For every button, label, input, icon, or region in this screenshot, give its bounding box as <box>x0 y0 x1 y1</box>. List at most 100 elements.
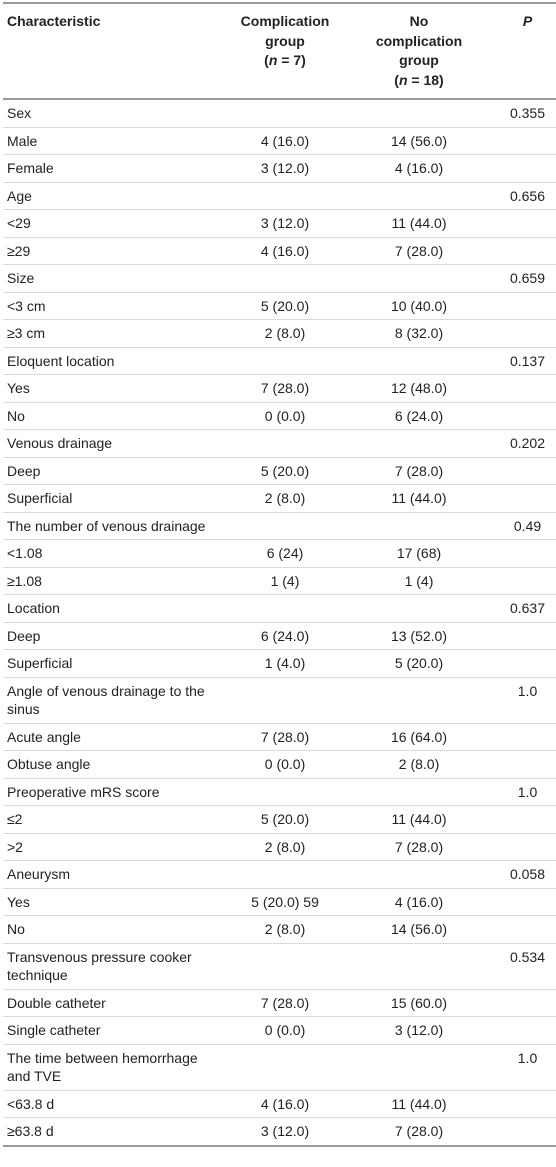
table-cell: Male <box>3 127 218 155</box>
table-cell: 0 (0.0) <box>218 750 352 779</box>
header-cell: Characteristic <box>3 2 218 100</box>
cell-text: 0 (0.0) <box>264 407 306 424</box>
table-cell: 7 (28.0) <box>218 989 352 1017</box>
table-cell <box>218 943 352 990</box>
header-text: P <box>522 13 533 29</box>
cell-text: 2 (8.0) <box>398 756 440 772</box>
table-cell: 0.656 <box>486 182 556 210</box>
table-cell: 17 (68) <box>352 539 486 568</box>
header-wrap: Complication group (n = 7) <box>235 12 335 71</box>
table-cell: 1 (4.0) <box>218 649 352 678</box>
cell-text: 5 (20.0) 59 <box>251 893 319 910</box>
table-cell <box>486 484 556 513</box>
table-cell <box>486 915 556 944</box>
table-cell: 11 (44.0) <box>352 209 486 238</box>
table-cell: No <box>3 402 218 430</box>
table-cell: Transvenous pressure cooker technique <box>3 943 218 990</box>
table-cell: ≥63.8 d <box>3 1117 218 1147</box>
header-text: No complication group <box>375 13 463 68</box>
table-cell: Female <box>3 154 218 183</box>
cell-text: 16 (64.0) <box>390 728 448 745</box>
table-cell <box>218 594 352 623</box>
table-cell: 0.355 <box>486 99 556 128</box>
table-cell: 0 (0.0) <box>218 1016 352 1045</box>
table-cell: 6 (24.0) <box>218 622 352 650</box>
header-cell: Complication group (n = 7) <box>218 2 352 100</box>
table-cell <box>218 182 352 210</box>
cell-text: Female <box>7 160 54 176</box>
table-cell: 14 (56.0) <box>352 127 486 155</box>
cell-text: <63.8 d <box>7 1095 55 1112</box>
table-cell: Acute angle <box>3 723 218 751</box>
table-cell: Yes <box>3 888 218 916</box>
cell-text: 10 (40.0) <box>390 297 448 314</box>
table-row: >2 2 (8.0) 7 (28.0) <box>3 833 556 861</box>
table-cell: Location <box>3 594 218 623</box>
table-row: Single catheter 0 (0.0) 3 (12.0) <box>3 1016 556 1045</box>
table-cell: 3 (12.0) <box>352 1016 486 1045</box>
table-cell <box>486 723 556 751</box>
cell-text: 7 (28.0) <box>394 838 444 855</box>
cell-text: Deep <box>7 462 41 479</box>
cell-text: 1 (4) <box>270 572 300 589</box>
header-cell: No complication group (n = 18) <box>352 2 486 100</box>
cell-text: Superficial <box>7 655 73 671</box>
table-cell: No <box>3 915 218 944</box>
table-cell: 2 (8.0) <box>218 833 352 861</box>
cell-text: 0.058 <box>509 866 546 882</box>
table-cell: 2 (8.0) <box>218 319 352 348</box>
table-cell: <1.08 <box>3 539 218 568</box>
cell-text: Single catheter <box>7 1022 101 1038</box>
cell-text: No <box>7 921 25 937</box>
table-cell: Angle of venous drainage to the sinus <box>3 677 218 724</box>
table-cell: Preoperative mRS score <box>3 778 218 806</box>
cell-text: 0.656 <box>509 187 546 204</box>
table-cell <box>486 1090 556 1118</box>
cell-text: 14 (56.0) <box>390 132 448 149</box>
cell-text: Eloquent location <box>7 352 115 369</box>
cell-text: 0 (0.0) <box>264 756 306 772</box>
table-cell <box>352 594 486 623</box>
table-cell: 4 (16.0) <box>352 888 486 916</box>
table-cell: 7 (28.0) <box>352 833 486 861</box>
table-cell: 6 (24.0) <box>352 402 486 430</box>
cell-text: 3 (12.0) <box>260 160 310 176</box>
table-row: Yes 5 (20.0) 59 4 (16.0) <box>3 888 556 916</box>
table-cell: 1.0 <box>486 677 556 724</box>
table-cell: 11 (44.0) <box>352 1090 486 1118</box>
table-cell: Age <box>3 182 218 210</box>
table-row: Preoperative mRS score 1.0 <box>3 778 556 806</box>
table-row: Double catheter 7 (28.0) 15 (60.0) <box>3 989 556 1017</box>
table-row: Superficial 2 (8.0) 11 (44.0) <box>3 484 556 513</box>
cell-text: 5 (20.0) <box>394 655 444 671</box>
table-cell <box>218 264 352 293</box>
table-cell: 0.202 <box>486 429 556 458</box>
header-text: Complication group <box>240 13 330 49</box>
table-cell: 0.534 <box>486 943 556 990</box>
table-cell: 12 (48.0) <box>352 374 486 403</box>
table-row: Age 0.656 <box>3 182 556 210</box>
table-cell <box>486 457 556 485</box>
table-cell: 0.137 <box>486 347 556 375</box>
table-cell <box>352 429 486 458</box>
cell-text: 7 (28.0) <box>394 1123 444 1139</box>
table-cell: 3 (12.0) <box>218 1117 352 1147</box>
table-cell <box>218 677 352 724</box>
cell-text: 8 (32.0) <box>394 325 444 341</box>
cell-text: Yes <box>7 893 30 910</box>
header-text: ( <box>264 52 269 68</box>
cell-text: 11 (44.0) <box>391 215 447 231</box>
table-cell <box>352 512 486 540</box>
table-cell <box>486 1117 556 1147</box>
cell-text: 17 (68) <box>396 545 442 561</box>
table-cell: 10 (40.0) <box>352 292 486 320</box>
table-cell <box>486 209 556 238</box>
cell-text: 7 (28.0) <box>394 242 444 259</box>
cell-text: 0 (0.0) <box>264 1022 306 1038</box>
table-cell: 4 (16.0) <box>218 1090 352 1118</box>
cell-text: 6 (24.0) <box>260 627 310 644</box>
table-row: Superficial 1 (4.0) 5 (20.0) <box>3 649 556 678</box>
table-cell: Superficial <box>3 484 218 513</box>
table-cell <box>486 567 556 595</box>
